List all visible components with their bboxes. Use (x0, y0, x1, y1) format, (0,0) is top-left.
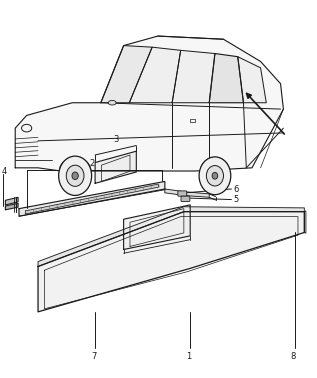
Circle shape (66, 165, 84, 186)
Ellipse shape (108, 101, 116, 105)
Polygon shape (38, 207, 304, 266)
Circle shape (59, 156, 92, 195)
Polygon shape (304, 211, 306, 233)
Polygon shape (238, 57, 266, 103)
Text: 2: 2 (89, 159, 94, 168)
Text: 8: 8 (291, 352, 296, 361)
Circle shape (212, 172, 218, 179)
Polygon shape (5, 197, 18, 205)
Polygon shape (25, 184, 158, 214)
Polygon shape (172, 50, 215, 103)
Text: 5: 5 (233, 195, 238, 204)
Text: 1: 1 (186, 352, 191, 361)
Text: 7: 7 (91, 352, 96, 361)
Polygon shape (129, 47, 181, 103)
Text: 3: 3 (113, 135, 118, 144)
Polygon shape (101, 46, 152, 103)
Text: 4: 4 (1, 167, 7, 177)
FancyBboxPatch shape (181, 196, 190, 201)
Circle shape (206, 166, 223, 186)
Polygon shape (38, 212, 304, 312)
Polygon shape (165, 189, 209, 197)
Polygon shape (124, 205, 190, 249)
Circle shape (199, 157, 231, 195)
Text: 6: 6 (233, 184, 238, 194)
FancyBboxPatch shape (178, 191, 187, 196)
Bar (190, 119, 195, 122)
Polygon shape (95, 151, 136, 183)
Polygon shape (209, 54, 243, 103)
Circle shape (72, 172, 78, 180)
Polygon shape (15, 36, 283, 171)
Polygon shape (5, 203, 18, 210)
Polygon shape (19, 181, 165, 216)
